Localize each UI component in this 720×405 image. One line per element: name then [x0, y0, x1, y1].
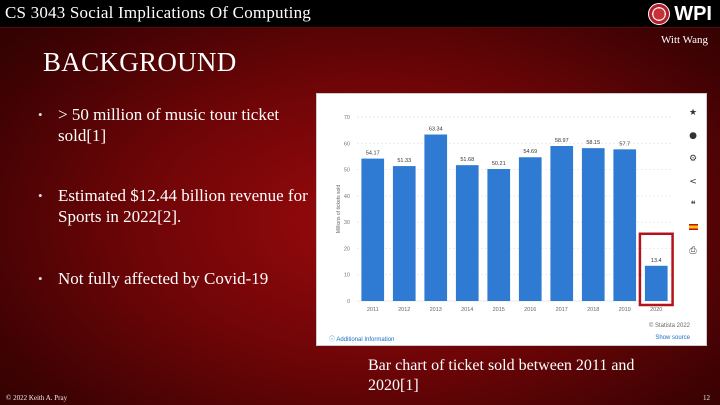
bar	[424, 134, 448, 301]
data-label: 54.69	[523, 149, 537, 155]
bar	[487, 169, 511, 301]
bar-chart: 0 10 20 30 40 50 60 70 Millions of tickets sold 5…	[336, 115, 674, 313]
data-label: 51.68	[460, 157, 474, 163]
bullet-item: • > 50 million of music tour ticket sold…	[38, 104, 318, 146]
bullet-item: • Estimated $12.44 billion revenue for S…	[38, 185, 318, 227]
page-number: 12	[703, 394, 710, 402]
course-title: CS 3043 Social Implications Of Computing	[5, 3, 311, 22]
data-label: 58.97	[555, 138, 569, 144]
y-axis-label: Millions of tickets sold	[336, 185, 342, 234]
x-tick-label: 2012	[398, 307, 410, 313]
statista-credit: © Statista 2022	[648, 323, 690, 329]
x-tick-label: 2017	[556, 307, 568, 313]
data-label: 63.34	[429, 127, 443, 133]
bullet-item: • Not fully affected by Covid-19	[38, 268, 268, 289]
data-label: 57.7	[619, 141, 630, 147]
star-icon[interactable]: ★	[688, 108, 698, 118]
chart-panel: 0 10 20 30 40 50 60 70 Millions of tickets sold 5…	[316, 93, 707, 346]
x-tick-label: 2016	[524, 307, 536, 313]
bar	[361, 158, 385, 301]
gear-icon[interactable]: ⚙	[688, 154, 698, 164]
share-icon[interactable]: <	[689, 177, 697, 187]
x-tick-label: 2014	[461, 307, 473, 313]
copyright: © 2022 Keith A. Pray	[6, 394, 68, 402]
data-label: 54.17	[366, 151, 380, 157]
bullet-dot-icon: •	[38, 188, 43, 203]
y-tick-label: 60	[344, 141, 350, 147]
x-tick-label: 2015	[493, 307, 505, 313]
y-tick-label: 50	[344, 168, 350, 174]
info-icon: ⓘ	[329, 337, 337, 343]
highlight-box	[638, 232, 674, 307]
quote-icon[interactable]: ❝	[690, 200, 696, 210]
wpi-logo: WPI	[648, 2, 712, 26]
data-label: 13.4	[651, 258, 662, 264]
author-name: Witt Wang	[660, 34, 708, 46]
show-source-link[interactable]: Show source	[655, 335, 690, 341]
slide-footer: © 2022 Keith A. Pray 12	[0, 394, 720, 405]
bar	[518, 157, 542, 301]
bullet-text: Estimated $12.44 billion revenue for Spo…	[58, 186, 308, 226]
logo-text: WPI	[674, 2, 712, 25]
y-tick-label: 10	[344, 273, 350, 279]
additional-info-label: Additional Information	[336, 337, 395, 343]
x-tick-label: 2020	[650, 307, 662, 313]
x-tick-label: 2018	[587, 307, 599, 313]
print-icon[interactable]: ⎙	[689, 246, 697, 256]
header-bar: CS 3043 Social Implications Of Computing…	[0, 0, 720, 28]
data-label: 51.33	[397, 158, 411, 164]
data-label: 50.21	[492, 161, 506, 167]
data-label: 58.15	[586, 140, 600, 146]
x-tick-label: 2011	[367, 307, 379, 313]
slide-title: BACKGROUND	[43, 47, 237, 77]
chart-toolbar: ★ ● ⚙ < ❝ ⎙	[686, 106, 700, 267]
bullet-dot-icon: •	[38, 107, 43, 122]
y-tick-label: 20	[344, 246, 350, 252]
x-tick-label: 2013	[430, 307, 442, 313]
bar	[644, 265, 668, 301]
additional-info-link[interactable]: ⓘ Additional Information	[329, 334, 394, 343]
bullet-text: > 50 million of music tour ticket sold[1…	[58, 105, 280, 145]
x-tick-label: 2019	[619, 307, 631, 313]
seal-icon	[648, 3, 671, 25]
bar	[550, 145, 574, 301]
chart-caption: Bar chart of ticket sold between 2011 an…	[368, 357, 635, 394]
bullet-text: Not fully affected by Covid-19	[58, 269, 269, 288]
flag-icon[interactable]	[686, 221, 700, 235]
y-tick-label: 70	[344, 115, 350, 121]
bell-icon[interactable]: ●	[689, 131, 697, 141]
y-tick-label: 0	[347, 299, 350, 305]
y-tick-label: 30	[344, 220, 350, 226]
y-tick-label: 40	[344, 194, 350, 200]
bar	[455, 165, 479, 301]
bar	[613, 149, 637, 301]
bar	[581, 148, 605, 301]
bar	[392, 166, 416, 301]
bullet-dot-icon: •	[38, 271, 43, 286]
